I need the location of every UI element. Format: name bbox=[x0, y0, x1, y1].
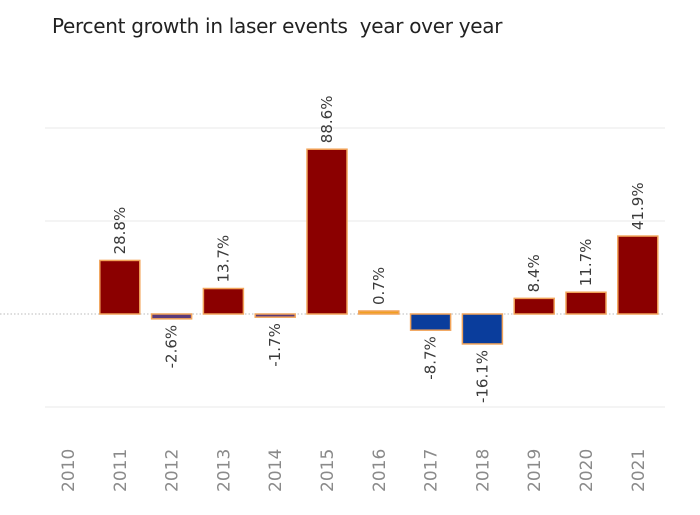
bar-2018 bbox=[461, 313, 504, 345]
x-tick-2016: 2016 bbox=[370, 449, 390, 492]
x-tick-2018: 2018 bbox=[473, 449, 493, 492]
x-tick-labels: 2010 2011 2012 2013 2014 2015 2016 2017 2018 2019… bbox=[59, 449, 649, 492]
bar-2017 bbox=[409, 313, 452, 331]
data-label-2017: -8.7% bbox=[422, 336, 440, 380]
data-label-2012: -2.6% bbox=[163, 325, 181, 369]
data-label-2018: -16.1% bbox=[473, 350, 491, 403]
data-label-2014: -1.7% bbox=[266, 323, 284, 367]
x-tick-2020: 2020 bbox=[577, 449, 597, 492]
bar-2015 bbox=[306, 148, 348, 315]
bar-2014 bbox=[254, 313, 296, 318]
bar-2019 bbox=[513, 297, 555, 315]
x-tick-2019: 2019 bbox=[525, 449, 545, 492]
x-tick-2011: 2011 bbox=[111, 449, 131, 492]
data-label-2021: 41.9% bbox=[629, 182, 647, 230]
bar-2012 bbox=[150, 313, 193, 320]
x-tick-2014: 2014 bbox=[266, 449, 286, 492]
data-label-2013: 13.7% bbox=[214, 235, 232, 283]
bars bbox=[99, 148, 659, 345]
data-label-2019: 8.4% bbox=[525, 254, 543, 292]
data-label-2020: 11.7% bbox=[577, 239, 595, 287]
x-tick-2012: 2012 bbox=[163, 449, 183, 492]
x-tick-2015: 2015 bbox=[318, 449, 338, 492]
x-tick-2010: 2010 bbox=[59, 449, 79, 492]
bar-2020 bbox=[565, 291, 607, 315]
chart-title: Percent growth in laser events year over… bbox=[52, 14, 503, 38]
x-tick-2013: 2013 bbox=[214, 449, 234, 492]
x-tick-2021: 2021 bbox=[629, 449, 649, 492]
bar-2011 bbox=[99, 259, 141, 315]
data-label-2015: 88.6% bbox=[318, 96, 336, 144]
bar-2016 bbox=[358, 310, 400, 315]
x-tick-2017: 2017 bbox=[422, 449, 442, 492]
bar-2021 bbox=[617, 235, 659, 315]
bar-2013 bbox=[202, 287, 245, 315]
data-label-2011: 28.8% bbox=[111, 207, 129, 255]
data-label-2016: 0.7% bbox=[370, 267, 388, 305]
data-labels: 28.8% -2.6% 13.7% -1.7% 88.6% 0.7% -8.7% -16.1%… bbox=[111, 96, 647, 403]
